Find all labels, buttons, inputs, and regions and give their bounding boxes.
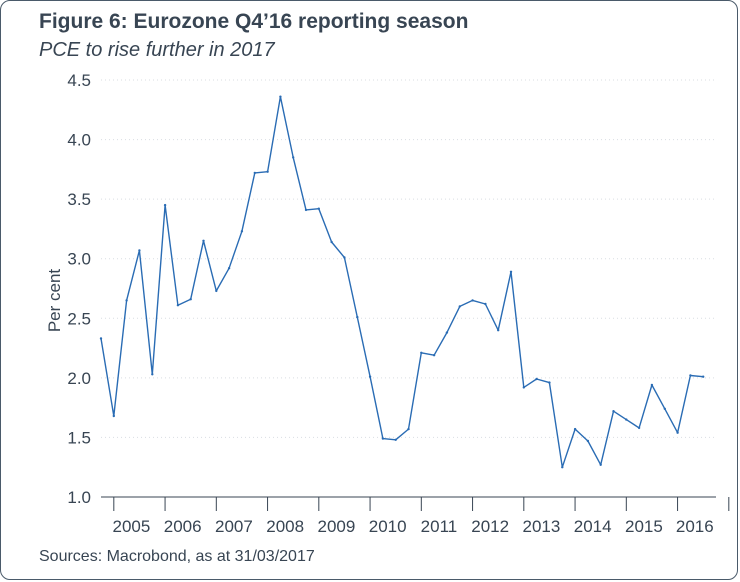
- y-tick-label: 3.0: [67, 250, 91, 269]
- y-tick-label: 1.0: [67, 488, 91, 507]
- data-point: [702, 375, 705, 378]
- data-point: [240, 230, 244, 233]
- x-tick-label: 2015: [625, 517, 663, 536]
- data-point: [612, 410, 615, 413]
- data-point: [151, 373, 154, 376]
- x-tick-label: 2005: [113, 517, 151, 536]
- data-point: [599, 463, 602, 466]
- chart-title: Figure 6: Eurozone Q4’16 reporting seaso…: [39, 10, 469, 33]
- data-point: [432, 354, 436, 357]
- x-tick-label: 2014: [574, 517, 612, 536]
- data-point: [330, 240, 333, 244]
- x-tick-label: 2009: [318, 517, 356, 536]
- data-point: [497, 329, 500, 332]
- y-tick-label: 4.5: [67, 71, 91, 90]
- x-tick-label: 2012: [471, 517, 509, 536]
- x-tick-label: 2007: [215, 517, 253, 536]
- data-point: [509, 270, 513, 273]
- data-point: [381, 437, 385, 440]
- chart-subtitle: PCE to rise further in 2017: [39, 39, 275, 61]
- x-tick-label: 2016: [676, 517, 714, 536]
- data-point: [394, 438, 397, 441]
- data-point: [356, 315, 359, 319]
- data-point: [343, 256, 346, 259]
- data-point: [163, 203, 167, 207]
- data-point: [368, 375, 372, 378]
- data-point: [663, 407, 666, 410]
- data-point: [138, 249, 141, 252]
- data-point: [650, 383, 654, 387]
- data-point: [279, 95, 282, 98]
- y-tick-label: 1.5: [67, 428, 91, 447]
- series-line: [100, 95, 704, 468]
- data-point: [292, 156, 295, 159]
- x-tick-label: 2011: [421, 517, 458, 536]
- data-point: [407, 427, 410, 431]
- data-point: [317, 207, 320, 210]
- x-tick-label: 2013: [523, 517, 561, 536]
- data-point: [458, 305, 461, 308]
- data-point: [99, 337, 103, 340]
- data-point: [202, 239, 205, 242]
- data-point: [689, 374, 692, 377]
- data-point: [586, 439, 590, 443]
- data-point: [573, 427, 577, 431]
- data-point: [637, 426, 641, 430]
- data-point: [125, 299, 128, 302]
- data-point: [176, 304, 180, 307]
- data-point: [420, 351, 423, 354]
- data-point: [535, 377, 538, 381]
- data-point: [522, 386, 525, 389]
- data-point: [676, 431, 679, 434]
- data-point: [189, 298, 192, 301]
- data-point: [445, 331, 449, 334]
- data-point: [112, 414, 116, 418]
- data-point: [484, 302, 487, 306]
- data-point: [266, 170, 269, 173]
- y-tick-label: 3.5: [67, 190, 91, 209]
- data-point: [253, 171, 256, 175]
- y-tick-label: 2.0: [67, 369, 91, 388]
- data-point: [227, 267, 231, 270]
- x-tick-label: 2010: [369, 517, 407, 536]
- data-point: [625, 418, 628, 421]
- x-tick-label: 2006: [164, 517, 202, 536]
- source-note: Sources: Macrobond, as at 31/03/2017: [39, 548, 315, 565]
- x-tick-label: 2008: [266, 517, 304, 536]
- y-tick-label: 2.5: [67, 309, 91, 328]
- y-tick-label: 4.0: [67, 131, 91, 150]
- data-point: [471, 299, 474, 302]
- data-point: [215, 289, 218, 293]
- data-point: [304, 208, 308, 212]
- data-point: [548, 381, 551, 384]
- data-point: [561, 466, 564, 469]
- y-axis-title: Per cent: [45, 269, 64, 333]
